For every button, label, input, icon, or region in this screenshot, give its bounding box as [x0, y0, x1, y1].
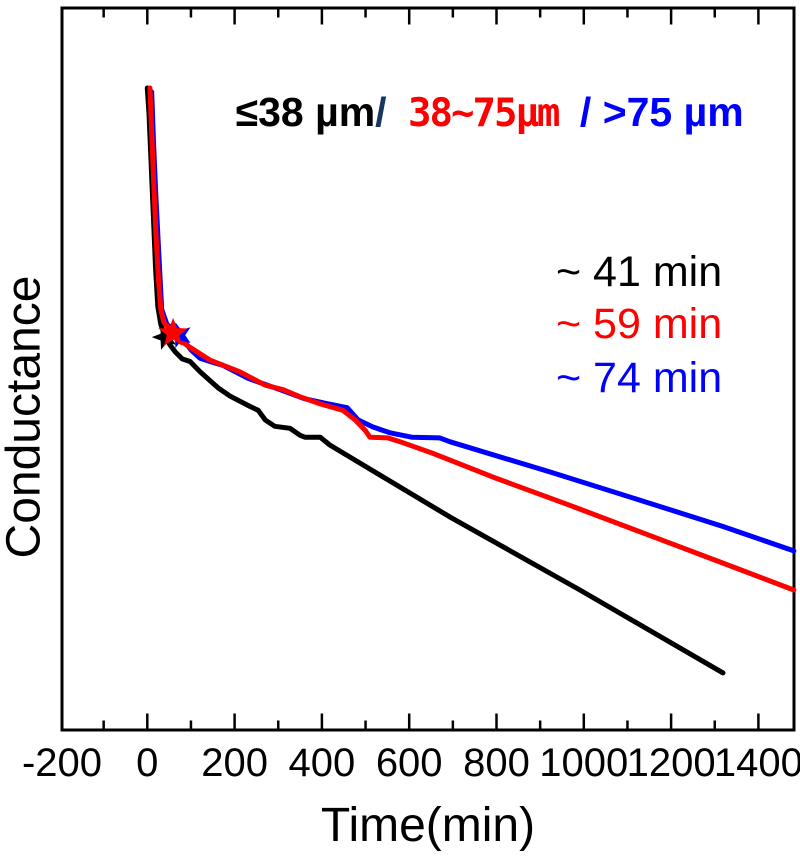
- x-tick-label: 600: [376, 741, 443, 785]
- title-segment-red: 38~75µm: [386, 91, 580, 136]
- x-axis-label: Time(min): [320, 799, 536, 852]
- plot-border: [60, 6, 796, 732]
- x-tick-label: 1200: [627, 741, 716, 785]
- x-tick-label: 0: [136, 741, 158, 785]
- x-tick-label: 1000: [539, 741, 628, 785]
- x-tick-label: 800: [463, 741, 530, 785]
- star-marker-38~75µm: [158, 317, 188, 346]
- x-tick-label: 1400: [714, 741, 800, 785]
- x-tick-label: 400: [289, 741, 356, 785]
- title-segment-black: ≤38 µm: [235, 89, 376, 135]
- chart-title: ≤38 µm/ 38~75µm / >75 µm: [190, 42, 744, 183]
- title-segment-slash1: /: [375, 89, 387, 135]
- annotation-blue-74min: ~ 74 min: [556, 354, 723, 402]
- title-segment-blue: >75 µm: [602, 89, 744, 135]
- annotation-black-41min: ~ 41 min: [556, 248, 723, 296]
- title-segment-slash2: /: [579, 89, 603, 135]
- curve-38~75µm: [147, 85, 797, 593]
- y-axis-label: Conductance: [0, 275, 51, 559]
- x-tick-label: -200: [22, 741, 102, 785]
- annotation-red-59min: ~ 59 min: [556, 300, 723, 348]
- x-tick-label: 200: [201, 741, 268, 785]
